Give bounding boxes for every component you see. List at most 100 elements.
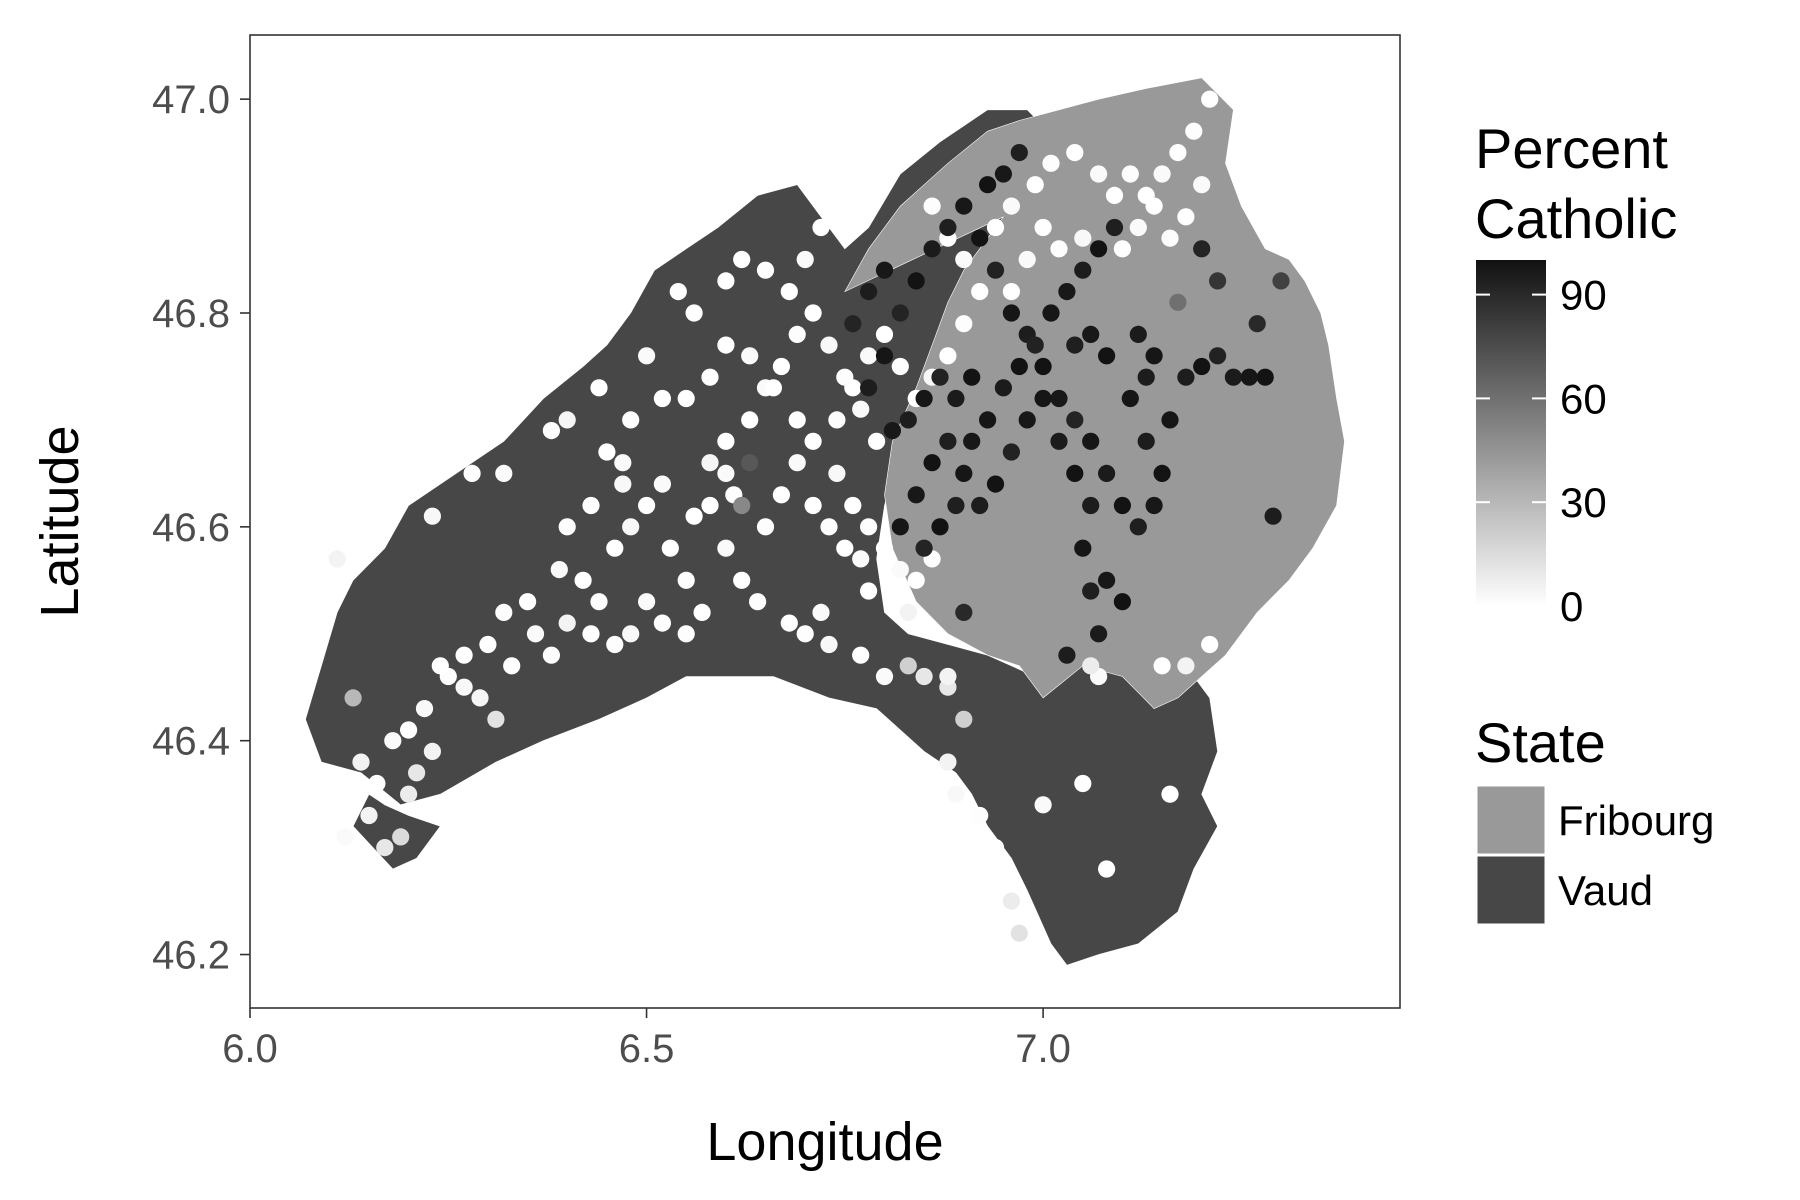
commune-point — [1201, 90, 1219, 108]
commune-point — [1169, 293, 1187, 311]
state-legend-key-fribourg — [1474, 783, 1548, 857]
commune-point — [558, 518, 576, 536]
commune-point — [653, 614, 672, 632]
commune-point — [971, 229, 989, 247]
commune-point — [955, 710, 973, 728]
commune-point — [1066, 464, 1084, 482]
commune-point — [1177, 208, 1195, 226]
commune-point — [1050, 389, 1068, 408]
commune-point — [1066, 336, 1084, 354]
commune-point — [622, 411, 640, 429]
commune-point — [875, 347, 894, 365]
commune-point — [693, 603, 711, 622]
commune-point — [1002, 283, 1021, 301]
commune-point — [971, 283, 989, 301]
commune-point — [891, 561, 909, 579]
commune-point — [971, 806, 989, 825]
commune-point — [947, 389, 965, 408]
y-tick-label: 46.6 — [152, 506, 230, 550]
commune-point — [685, 507, 703, 525]
commune-point — [1113, 593, 1131, 611]
commune-point — [756, 261, 775, 279]
commune-point — [1074, 774, 1092, 793]
commune-point — [780, 283, 798, 301]
commune-point — [519, 593, 537, 611]
commune-point — [717, 539, 735, 557]
state-legend-title: State — [1475, 711, 1606, 774]
region-fribourg-2 — [844, 77, 1345, 709]
commune-point — [392, 828, 410, 846]
commune-point — [503, 657, 521, 675]
y-tick-label: 46.8 — [152, 292, 230, 336]
commune-point — [1034, 389, 1052, 408]
y-axis-title: Latitude — [30, 425, 90, 617]
commune-point — [1082, 657, 1100, 675]
commune-point — [1272, 272, 1290, 290]
commune-point — [1002, 197, 1021, 215]
commune-point — [1121, 389, 1139, 408]
commune-point — [1090, 240, 1108, 258]
commune-point — [622, 625, 640, 643]
state-legend-key-vaud — [1474, 853, 1548, 927]
commune-point — [1098, 464, 1116, 482]
commune-point — [622, 518, 640, 536]
commune-point — [939, 667, 957, 686]
commune-point — [812, 603, 830, 622]
commune-point — [1264, 507, 1282, 525]
commune-point — [955, 315, 973, 333]
commune-point — [923, 240, 941, 258]
commune-point — [1090, 165, 1108, 183]
region-vaud-0 — [305, 109, 1218, 966]
commune-point — [558, 614, 576, 632]
colorbar-tick-label: 60 — [1560, 375, 1607, 422]
color-legend-title-line-1: Percent — [1475, 117, 1668, 180]
x-tick-label: 7.0 — [1015, 1027, 1071, 1071]
commune-point — [1209, 272, 1227, 290]
commune-point — [1177, 657, 1195, 675]
commune-point — [661, 539, 679, 557]
commune-point — [717, 336, 735, 354]
commune-point — [717, 464, 735, 482]
commune-point — [812, 218, 830, 237]
commune-point — [860, 283, 878, 301]
commune-point — [963, 432, 981, 450]
commune-point — [860, 347, 878, 365]
color-legend-title-line-2: Catholic — [1475, 187, 1677, 250]
commune-point — [1153, 165, 1171, 183]
commune-point — [844, 315, 862, 333]
commune-point — [638, 347, 656, 365]
commune-point — [852, 646, 870, 664]
fill-legend: State Fribourg Vaud — [1474, 711, 1714, 927]
commune-point — [1098, 571, 1116, 589]
commune-point — [328, 550, 346, 568]
commune-point — [772, 357, 791, 376]
commune-point — [423, 507, 441, 525]
commune-point — [550, 561, 568, 579]
commune-point — [598, 443, 616, 461]
commune-point — [986, 475, 1005, 493]
commune-point — [868, 432, 886, 450]
commune-point — [1153, 657, 1171, 675]
commune-point — [1161, 411, 1179, 429]
colorbar — [1476, 260, 1546, 606]
commune-point — [1010, 357, 1028, 376]
commune-point — [677, 389, 695, 408]
commune-point — [986, 261, 1005, 279]
commune-point — [820, 336, 838, 354]
state-legend-entries: Fribourg Vaud — [1474, 783, 1714, 927]
commune-point — [915, 539, 933, 557]
commune-point — [1137, 368, 1155, 386]
commune-point — [669, 283, 687, 301]
commune-point — [883, 422, 902, 440]
commune-point — [828, 411, 846, 429]
commune-point — [352, 753, 370, 771]
commune-point — [939, 432, 957, 450]
commune-point — [1026, 336, 1044, 354]
commune-point — [558, 411, 576, 429]
commune-point — [788, 411, 806, 429]
commune-point — [1074, 229, 1092, 247]
points-layer — [328, 90, 1290, 942]
commune-point — [796, 250, 814, 269]
commune-point — [408, 764, 426, 782]
commune-point — [860, 582, 878, 600]
